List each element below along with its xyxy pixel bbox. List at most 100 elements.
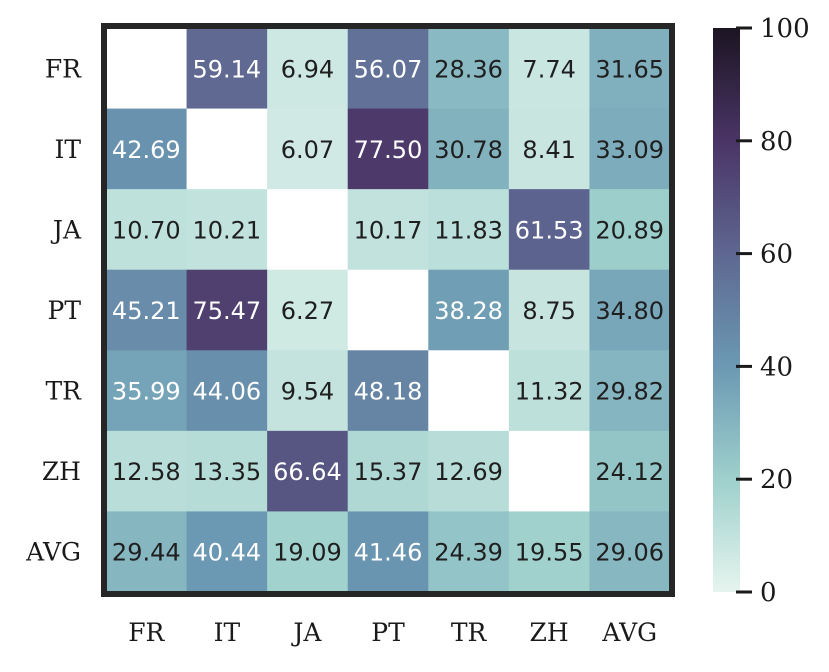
cell-value-label: 12.69 — [434, 458, 503, 486]
heatmap-cell-tr-pt — [347, 350, 429, 432]
heatmap-cell-ja-avg — [589, 189, 671, 271]
heatmap-cell-zh-zh — [508, 430, 591, 513]
cell-value-label: 34.80 — [595, 297, 664, 325]
heatmap-cell-ja-ja — [267, 189, 349, 271]
heatmap-cell-zh-tr — [428, 430, 510, 513]
heatmap-cell-pt-fr — [106, 269, 188, 351]
colorbar-tick-label-80: 80 — [760, 127, 793, 157]
cell-value-label: 15.37 — [354, 458, 423, 486]
heatmap-cell-avg-fr — [106, 511, 188, 593]
x-tick-label-fr: FR — [128, 618, 165, 647]
heatmap-cell-tr-zh — [508, 350, 591, 432]
heatmap-cell-pt-tr — [428, 269, 510, 351]
cell-value-label: 29.82 — [595, 378, 664, 406]
heatmap-cell-zh-avg — [589, 430, 671, 513]
cell-value-label: 40.44 — [192, 539, 261, 567]
y-tick-label-tr: TR — [46, 377, 83, 406]
cell-value-label: 41.46 — [354, 539, 423, 567]
cell-value-label: 10.70 — [112, 216, 181, 244]
heatmap-cell-it-avg — [589, 108, 671, 190]
heatmap-cell-tr-it — [186, 350, 268, 432]
cell-value-label: 33.09 — [595, 136, 664, 164]
x-tick-label-zh: ZH — [530, 618, 569, 647]
y-tick-labels: FR IT JA PT TR ZH AVG — [25, 54, 82, 566]
heatmap-cell-fr-it — [186, 28, 268, 110]
y-tick-label-avg: AVG — [25, 538, 81, 567]
cell-value-label: 35.99 — [112, 378, 181, 406]
colorbar-gradient — [713, 28, 740, 592]
heatmap-cell-tr-avg — [589, 350, 671, 432]
y-tick-label-zh: ZH — [42, 457, 81, 486]
heatmap-cell-fr-pt — [347, 28, 429, 110]
heatmap-cell-fr-zh — [508, 28, 591, 110]
heatmap-cell-fr-fr — [106, 28, 188, 110]
cell-value-label: 9.54 — [281, 378, 334, 406]
cell-value-label: 56.07 — [354, 55, 423, 83]
cell-value-label: 19.09 — [273, 539, 342, 567]
cell-value-label: 11.83 — [434, 216, 503, 244]
cell-value-label: 24.39 — [434, 539, 503, 567]
heatmap-cells: 59.14 6.94 56.07 28.36 7.74 31.65 42.69 6.07 77.… — [106, 28, 671, 593]
x-tick-label-avg: AVG — [601, 618, 657, 647]
cell-value-label: 29.06 — [595, 539, 664, 567]
cell-value-label: 13.35 — [192, 458, 261, 486]
heatmap-cell-zh-fr — [106, 430, 188, 513]
heatmap-cell-fr-tr — [428, 28, 510, 110]
heatmap-cell-it-zh — [508, 108, 591, 190]
heatmap-cell-pt-pt — [347, 269, 429, 351]
y-tick-label-pt: PT — [48, 296, 82, 325]
heatmap-cell-it-tr — [428, 108, 510, 190]
cell-value-label: 75.47 — [192, 297, 261, 325]
cell-value-label: 59.14 — [192, 55, 261, 83]
cell-value-label: 10.17 — [354, 216, 423, 244]
heatmap-cell-pt-ja — [267, 269, 349, 351]
heatmap-cell-ja-fr — [106, 189, 188, 271]
heatmap-cell-avg-pt — [347, 511, 429, 593]
cell-value-label: 20.89 — [595, 216, 664, 244]
heatmap-cell-pt-zh — [508, 269, 591, 351]
cell-value-label: 8.41 — [522, 136, 575, 164]
cell-value-label: 61.53 — [515, 216, 584, 244]
cell-value-label: 6.07 — [281, 136, 334, 164]
heatmap-cell-zh-pt — [347, 430, 429, 513]
heatmap-cell-ja-it — [186, 189, 268, 271]
heatmap-cell-it-it — [186, 108, 268, 190]
heatmap-cell-zh-it — [186, 430, 268, 513]
heatmap-cell-zh-ja — [267, 430, 349, 513]
plot-frame — [101, 23, 675, 597]
x-tick-label-ja: JA — [290, 618, 322, 647]
cell-value-label: 10.21 — [192, 216, 261, 244]
cell-value-label: 8.75 — [522, 297, 575, 325]
heatmap-cell-avg-zh — [508, 511, 591, 593]
heatmap-cell-pt-it — [186, 269, 268, 351]
colorbar-tick-label-20: 20 — [760, 465, 793, 495]
cell-value-label: 42.69 — [112, 136, 181, 164]
cell-value-label: 44.06 — [192, 378, 261, 406]
cell-value-label: 38.28 — [434, 297, 503, 325]
x-tick-label-it: IT — [214, 618, 241, 647]
colorbar-tick-label-40: 40 — [760, 352, 793, 382]
cell-value-label: 77.50 — [354, 136, 423, 164]
cell-value-label: 66.64 — [273, 458, 342, 486]
cell-value-label: 30.78 — [434, 136, 503, 164]
cell-value-label: 19.55 — [515, 539, 584, 567]
cell-value-label: 24.12 — [595, 458, 664, 486]
heatmap-cell-it-pt — [347, 108, 429, 190]
heatmap-cell-avg-it — [186, 511, 268, 593]
colorbar-tick-label-60: 60 — [760, 240, 793, 270]
heatmap-cell-ja-tr — [428, 189, 510, 271]
heatmap-cell-it-ja — [267, 108, 349, 190]
heatmap-cell-ja-zh — [508, 189, 591, 271]
heatmap-cell-avg-avg — [589, 511, 671, 593]
x-tick-labels: FR IT JA PT TR ZH AVG — [128, 618, 657, 647]
cell-value-label: 48.18 — [354, 378, 423, 406]
colorbar-tick-label-100: 100 — [760, 14, 810, 44]
heatmap-cell-it-fr — [106, 108, 188, 190]
cell-value-label: 7.74 — [522, 55, 575, 83]
cell-value-label: 11.32 — [515, 378, 584, 406]
cell-value-label: 6.94 — [281, 55, 334, 83]
y-tick-label-it: IT — [54, 135, 81, 164]
heatmap-cell-fr-ja — [267, 28, 349, 110]
